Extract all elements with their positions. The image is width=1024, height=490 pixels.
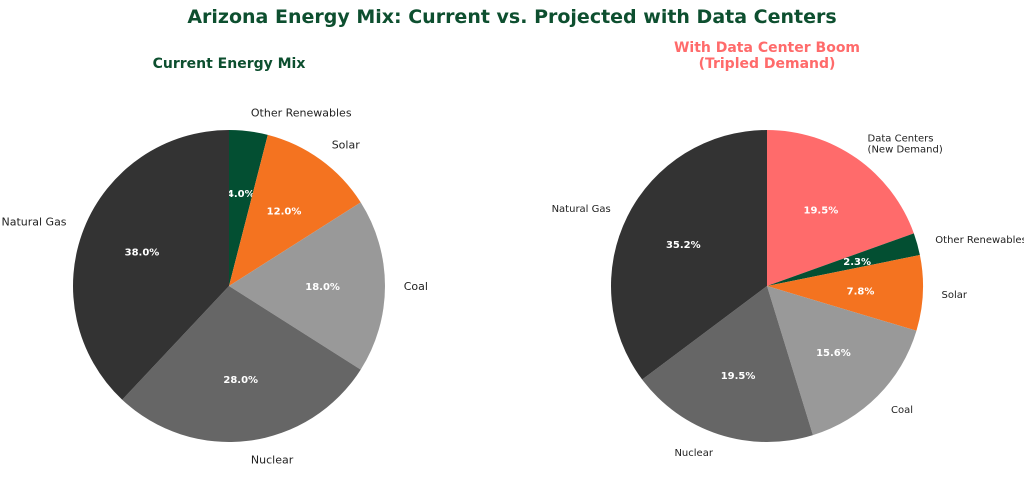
left-slice-nuclear [122, 286, 361, 443]
left-slice-natural-gas [72, 130, 229, 400]
left-category-label-coal: Coal [404, 280, 428, 293]
left-pie-chart: Current Energy Mix 4.0% Other Renewables 12… [1, 56, 427, 466]
right-category-label-solar: Solar [942, 290, 968, 301]
right-slice-natural-gas [611, 130, 767, 380]
left-pct-label-nuclear: 28.0% [223, 375, 258, 386]
left-category-label-other-renewables: Other Renewables [251, 107, 352, 120]
right-category-label-nuclear: Nuclear [674, 448, 713, 459]
left-pct-label-other-renewables: 4.0% [227, 189, 255, 200]
right-pct-label-data-centers-new-demand: 19.5% [804, 205, 839, 216]
right-category-label-natural-gas: Natural Gas [552, 204, 611, 215]
left-chart-title: Current Energy Mix [153, 56, 306, 72]
right-slice-coal [767, 286, 917, 436]
right-pct-label-solar: 7.8% [847, 286, 875, 297]
right-pct-label-nuclear: 19.5% [721, 371, 756, 382]
left-category-label-solar: Solar [332, 139, 361, 152]
right-slice-solar [767, 255, 923, 331]
right-category-label-other-renewables: Other Renewables [935, 235, 1024, 246]
right-pct-label-natural-gas: 35.2% [666, 240, 701, 251]
right-slice-nuclear [642, 286, 813, 442]
left-pct-label-solar: 12.0% [267, 206, 302, 217]
right-pct-label-other-renewables: 2.3% [843, 257, 871, 268]
right-pct-label-coal: 15.6% [816, 348, 851, 359]
left-pct-label-coal: 18.0% [305, 282, 340, 293]
left-slice-coal [229, 202, 385, 370]
figure-title: Arizona Energy Mix: Current vs. Projecte… [187, 6, 836, 28]
left-category-label-natural-gas: Natural Gas [1, 216, 66, 229]
right-category-label-data-centers-new-demand: Data Centers (New Demand) [868, 134, 943, 156]
right-slice-data-centers-new-demand [767, 130, 914, 286]
left-slice-other-renewables [229, 130, 268, 286]
right-category-label-coal: Coal [891, 405, 913, 416]
right-chart-title: With Data Center Boom (Tripled Demand) [674, 40, 860, 72]
left-category-label-nuclear: Nuclear [251, 453, 294, 466]
right-slice-other-renewables [767, 233, 920, 286]
left-pct-label-natural-gas: 38.0% [125, 248, 160, 259]
right-pie-chart: With Data Center Boom (Tripled Demand) 19.… [552, 40, 1024, 459]
left-slice-solar [229, 134, 361, 286]
